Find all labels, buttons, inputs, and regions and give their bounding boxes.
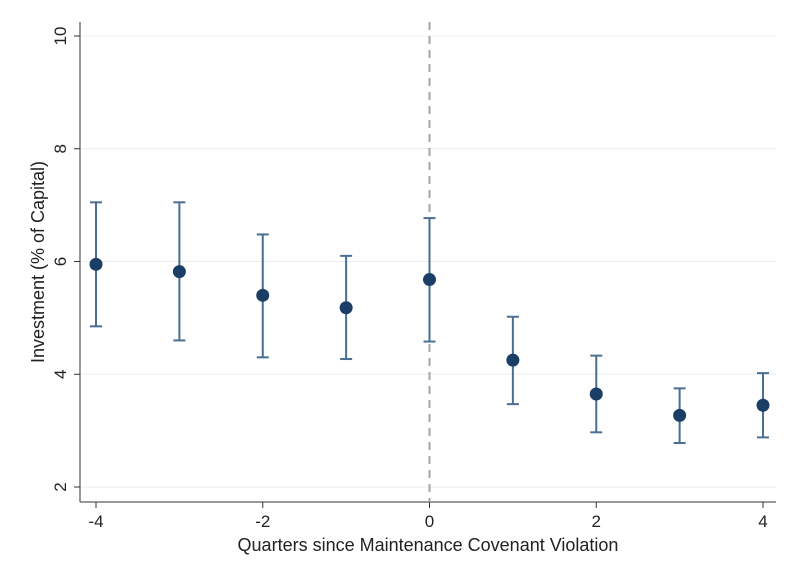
data-point — [756, 398, 770, 412]
data-point — [506, 353, 520, 367]
y-axis-title: Investment (% of Capital) — [28, 161, 48, 363]
data-point — [256, 288, 270, 302]
data-point — [172, 265, 186, 279]
data-point — [89, 257, 103, 271]
x-tick-label: -2 — [255, 512, 270, 531]
data-point — [423, 273, 436, 287]
y-tick-label: 8 — [51, 144, 70, 153]
x-tick-label: 2 — [592, 512, 601, 531]
y-tick-label: 2 — [51, 482, 70, 491]
x-tick-label: 4 — [758, 512, 767, 531]
data-point — [673, 408, 687, 422]
x-axis-title: Quarters since Maintenance Covenant Viol… — [238, 535, 619, 555]
x-tick-label: -4 — [88, 512, 103, 531]
data-point — [339, 301, 353, 315]
y-tick-label: 6 — [51, 257, 70, 266]
y-tick-label: 4 — [51, 370, 70, 379]
grid-layer — [80, 35, 776, 488]
x-tick-label: 0 — [425, 512, 434, 531]
axes-layer: 2 4 6 8 10 -4 -2 0 2 4 — [51, 22, 776, 531]
plot-area — [80, 8, 776, 502]
marks-layer — [89, 22, 770, 502]
y-tick-label: 10 — [51, 27, 70, 46]
data-point — [589, 387, 603, 401]
